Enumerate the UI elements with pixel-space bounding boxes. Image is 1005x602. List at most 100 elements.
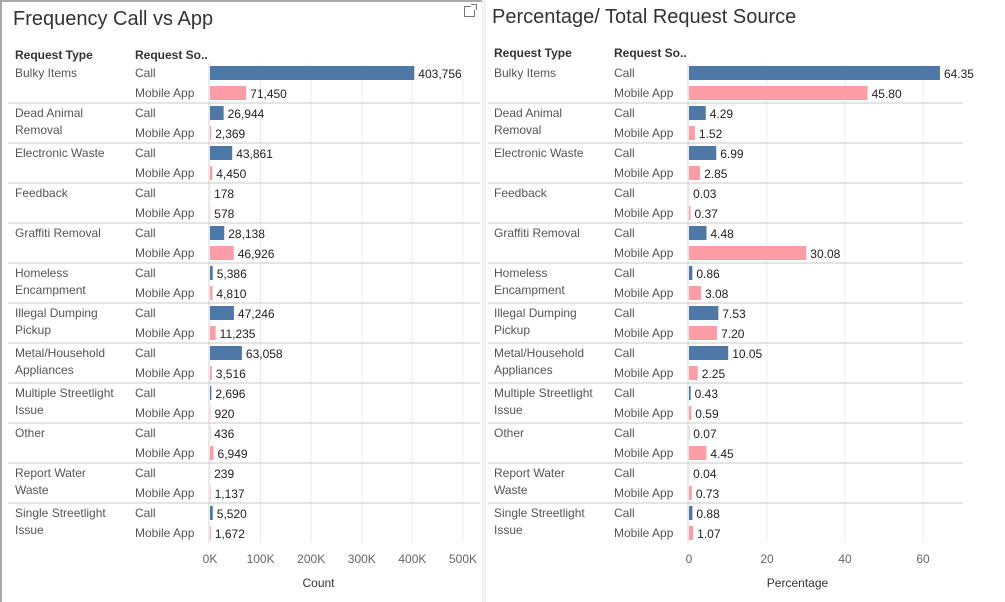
data-label: 10.05	[732, 347, 762, 361]
data-label: 2,369	[215, 127, 245, 141]
source-label: Mobile App	[614, 526, 674, 540]
category-label: Graffiti Removal	[494, 226, 580, 240]
category-label: Dead Animal	[15, 106, 83, 120]
category-label: Homeless	[494, 266, 547, 280]
source-label: Call	[614, 146, 635, 160]
tick-label: 60	[916, 552, 930, 566]
source-label: Call	[135, 146, 156, 160]
data-label: 63,058	[246, 347, 283, 361]
bar	[210, 226, 225, 240]
data-label: 436	[214, 427, 234, 441]
data-label: 1.52	[699, 127, 723, 141]
data-label: 178	[214, 187, 234, 201]
data-label: 4.29	[710, 107, 734, 121]
source-label: Mobile App	[614, 86, 674, 100]
data-label: 46,926	[238, 247, 275, 261]
bar	[210, 86, 247, 100]
source-label: Call	[135, 426, 156, 440]
data-label: 0.88	[696, 507, 720, 521]
data-label: 30.08	[810, 247, 840, 261]
bar	[689, 126, 695, 140]
category-label: Issue	[15, 403, 44, 417]
header-request-type: Request Type	[15, 48, 93, 62]
category-label: Illegal Dumping	[494, 306, 577, 320]
category-label: Removal	[15, 123, 62, 137]
axis-title: Count	[302, 576, 335, 590]
source-label: Mobile App	[135, 286, 195, 300]
source-label: Mobile App	[135, 246, 195, 260]
chart-title: Percentage/ Total Request Source	[492, 6, 797, 28]
source-label: Mobile App	[614, 406, 674, 420]
source-label: Call	[614, 346, 635, 360]
data-label: 0.43	[695, 387, 719, 401]
category-label: Illegal Dumping	[15, 306, 98, 320]
bar	[210, 126, 212, 140]
category-label: Bulky Items	[15, 66, 77, 80]
source-label: Mobile App	[614, 366, 674, 380]
category-label: Issue	[494, 403, 523, 417]
category-label: Single Streetlight	[15, 506, 106, 520]
header-request-source: Request So..	[135, 48, 208, 62]
panel-percentage: Percentage/ Total Request Source Request…	[486, 0, 1005, 602]
source-label: Call	[135, 226, 156, 240]
data-label: 0.86	[696, 267, 720, 281]
category-label: Dead Animal	[494, 106, 562, 120]
axis-title: Percentage	[767, 576, 829, 590]
bar	[689, 326, 718, 340]
data-label: 7.20	[721, 327, 745, 341]
bar	[210, 106, 224, 120]
bar	[210, 146, 233, 160]
source-label: Mobile App	[614, 166, 674, 180]
source-label: Call	[135, 266, 156, 280]
source-label: Call	[135, 506, 156, 520]
bar	[210, 166, 213, 180]
category-label: Waste	[15, 483, 49, 497]
source-label: Mobile App	[614, 126, 674, 140]
bar	[210, 346, 242, 360]
data-label: 47,246	[238, 307, 275, 321]
bar	[689, 226, 707, 240]
source-label: Call	[614, 186, 635, 200]
data-label: 239	[214, 467, 234, 481]
category-label: Issue	[15, 523, 44, 537]
data-label: 4,810	[216, 287, 246, 301]
bar	[689, 306, 719, 320]
bar	[689, 506, 693, 520]
source-label: Mobile App	[135, 166, 195, 180]
data-label: 0.37	[694, 207, 718, 221]
source-label: Call	[135, 386, 156, 400]
bar	[689, 266, 693, 280]
category-label: Electronic Waste	[494, 146, 584, 160]
header-request-type: Request Type	[494, 46, 572, 60]
category-label: Other	[15, 426, 45, 440]
bar	[210, 446, 214, 460]
category-label: Homeless	[15, 266, 68, 280]
data-label: 0.04	[693, 467, 717, 481]
source-label: Call	[135, 466, 156, 480]
source-label: Call	[135, 306, 156, 320]
data-label: 1,137	[215, 487, 245, 501]
category-label: Bulky Items	[494, 66, 556, 80]
bar	[210, 306, 234, 320]
category-label: Metal/Household	[15, 346, 105, 360]
popout-icon[interactable]	[464, 4, 477, 17]
source-label: Call	[135, 186, 156, 200]
category-label: Feedback	[494, 186, 548, 200]
category-label: Single Streetlight	[494, 506, 585, 520]
source-label: Call	[135, 106, 156, 120]
category-label: Metal/Household	[494, 346, 584, 360]
category-label: Removal	[494, 123, 541, 137]
category-label: Other	[494, 426, 524, 440]
source-label: Call	[614, 226, 635, 240]
chart-title: Frequency Call vs App	[13, 8, 214, 30]
data-label: 3,516	[216, 367, 246, 381]
category-label: Graffiti Removal	[15, 226, 101, 240]
source-label: Call	[614, 426, 635, 440]
category-label: Pickup	[494, 323, 530, 337]
category-label: Appliances	[15, 363, 74, 377]
tick-label: 100K	[247, 552, 275, 566]
source-label: Call	[135, 66, 156, 80]
tick-label: 0K	[203, 552, 218, 566]
bar	[689, 526, 694, 540]
